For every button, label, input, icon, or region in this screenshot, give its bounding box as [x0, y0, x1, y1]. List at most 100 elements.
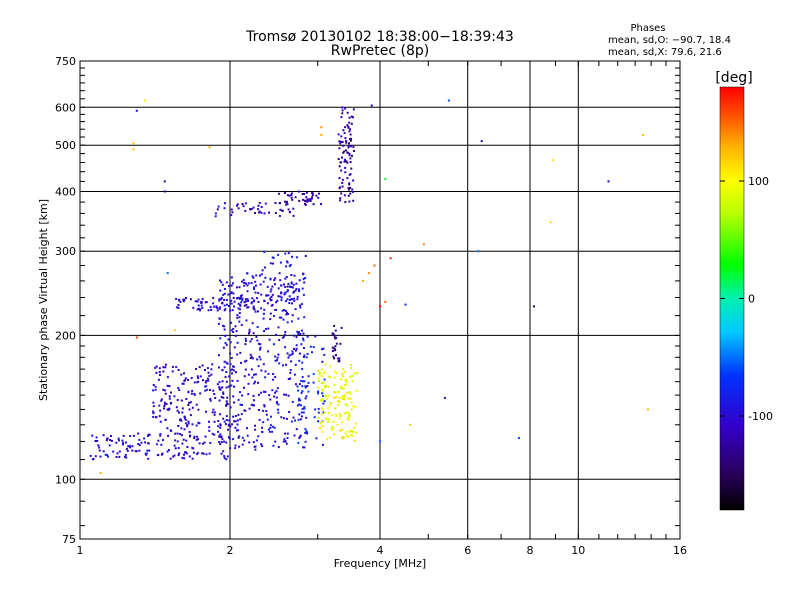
- data-point: [352, 108, 355, 111]
- data-point: [331, 350, 334, 352]
- data-point: [244, 409, 247, 412]
- data-point: [272, 444, 275, 447]
- data-point: [222, 293, 225, 296]
- data-point: [244, 209, 247, 212]
- data-point: [164, 366, 167, 369]
- data-point: [341, 437, 344, 440]
- data-point: [223, 325, 226, 328]
- data-point: [232, 438, 235, 441]
- data-point: [116, 452, 119, 455]
- data-point: [477, 250, 480, 253]
- data-point: [247, 282, 250, 285]
- data-point: [341, 185, 344, 188]
- data-point: [193, 393, 196, 396]
- data-point: [183, 298, 186, 301]
- data-point: [283, 293, 286, 296]
- data-point: [341, 387, 344, 390]
- data-point: [260, 369, 263, 372]
- data-point: [339, 199, 342, 202]
- data-point: [259, 283, 262, 286]
- data-point: [164, 363, 167, 366]
- data-point: [300, 415, 303, 418]
- data-point: [321, 360, 324, 363]
- data-point: [344, 201, 347, 204]
- data-point: [258, 393, 260, 396]
- data-point: [370, 104, 373, 107]
- data-point: [327, 394, 330, 397]
- data-point: [321, 430, 324, 433]
- data-point: [138, 438, 141, 441]
- data-point: [347, 146, 350, 149]
- data-point: [183, 372, 185, 375]
- data-point: [122, 434, 125, 437]
- data-point: [340, 378, 342, 381]
- data-point: [257, 435, 260, 438]
- data-point: [344, 137, 347, 140]
- data-point: [333, 324, 336, 327]
- data-point: [298, 290, 301, 293]
- data-point: [175, 297, 178, 300]
- data-point: [265, 294, 268, 297]
- data-point: [404, 303, 407, 306]
- data-point: [218, 307, 221, 310]
- data-point: [349, 161, 352, 163]
- data-point: [290, 194, 293, 196]
- data-point: [295, 256, 298, 259]
- data-point: [293, 434, 296, 437]
- data-point: [300, 343, 303, 346]
- data-point: [304, 440, 307, 443]
- data-point: [225, 441, 228, 444]
- data-point: [252, 307, 255, 310]
- data-point: [274, 376, 277, 378]
- data-point: [284, 192, 286, 194]
- colorbar-label: [deg]: [715, 70, 752, 86]
- data-point: [210, 368, 213, 371]
- data-point: [190, 392, 193, 395]
- data-point: [213, 420, 216, 423]
- data-point: [301, 407, 304, 410]
- data-point: [302, 198, 304, 201]
- data-point: [244, 343, 247, 346]
- data-point: [341, 178, 344, 181]
- data-point: [320, 382, 323, 385]
- data-point: [287, 394, 290, 397]
- data-point: [152, 410, 155, 413]
- data-point: [223, 455, 226, 458]
- data-point: [277, 446, 280, 449]
- data-point: [234, 426, 237, 429]
- data-point: [202, 452, 205, 455]
- data-point: [300, 303, 303, 306]
- data-point: [170, 391, 172, 394]
- data-point: [181, 442, 184, 445]
- data-point: [341, 428, 344, 431]
- data-point: [160, 443, 163, 446]
- data-point: [346, 177, 349, 180]
- data-point: [254, 428, 257, 431]
- data-point: [193, 435, 196, 438]
- data-point: [409, 423, 412, 426]
- data-point: [195, 368, 197, 370]
- data-point: [137, 432, 140, 435]
- data-point: [184, 377, 187, 380]
- data-point: [337, 133, 340, 136]
- data-point: [333, 376, 336, 379]
- data-point: [224, 334, 227, 337]
- data-point: [338, 413, 341, 415]
- data-point: [349, 138, 351, 141]
- data-point: [152, 389, 155, 392]
- data-point: [299, 418, 302, 421]
- data-point: [201, 364, 204, 367]
- y-tick-label: 200: [55, 329, 76, 342]
- data-point: [278, 192, 281, 195]
- data-point: [607, 180, 610, 183]
- data-point: [177, 369, 180, 371]
- data-point: [322, 395, 325, 398]
- data-point: [231, 282, 234, 285]
- data-point: [341, 372, 344, 375]
- data-point: [298, 304, 301, 307]
- data-point: [284, 291, 287, 294]
- data-point: [89, 454, 92, 457]
- data-point: [338, 397, 341, 399]
- y-axis-ticks: 75 100 200 300 400 500 600 750: [55, 55, 680, 546]
- data-point: [276, 387, 279, 390]
